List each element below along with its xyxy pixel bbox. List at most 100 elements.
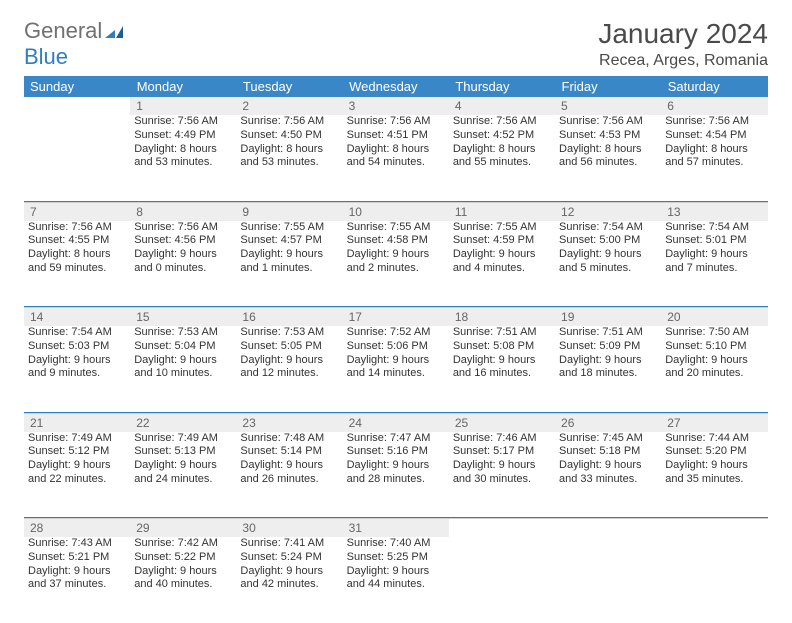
daylight-line: Daylight: 9 hours — [665, 354, 763, 368]
sunset-line: Sunset: 4:54 PM — [665, 129, 763, 143]
day-cell: Sunrise: 7:43 AMSunset: 5:21 PMDaylight:… — [24, 537, 130, 623]
day-cell: Sunrise: 7:40 AMSunset: 5:25 PMDaylight:… — [343, 537, 449, 623]
sunset-line: Sunset: 5:22 PM — [134, 551, 232, 565]
daylight-line: Daylight: 8 hours — [240, 143, 338, 157]
daylight-line: Daylight: 9 hours — [28, 459, 126, 473]
day-number — [555, 519, 661, 538]
daylight-line: Daylight: 8 hours — [453, 143, 551, 157]
sunrise-line: Sunrise: 7:54 AM — [28, 326, 126, 340]
day-cell: Sunrise: 7:44 AMSunset: 5:20 PMDaylight:… — [661, 432, 767, 518]
sunrise-line: Sunrise: 7:45 AM — [559, 432, 657, 446]
day-cell: Sunrise: 7:48 AMSunset: 5:14 PMDaylight:… — [236, 432, 342, 518]
daylight-line: Daylight: 9 hours — [134, 354, 232, 368]
daylight-line: Daylight: 9 hours — [453, 354, 551, 368]
logo-text-block: General Blue — [24, 18, 123, 70]
daylight-line: Daylight: 9 hours — [240, 248, 338, 262]
daylight-line-2: and 57 minutes. — [665, 156, 763, 170]
daynum-row: 14151617181920 — [24, 308, 768, 327]
daylight-line: Daylight: 9 hours — [347, 459, 445, 473]
sunrise-line: Sunrise: 7:48 AM — [240, 432, 338, 446]
daylight-line-2: and 28 minutes. — [347, 473, 445, 487]
sunrise-line: Sunrise: 7:55 AM — [240, 221, 338, 235]
sunset-line: Sunset: 5:12 PM — [28, 445, 126, 459]
weekday-header: Saturday — [661, 76, 767, 97]
sunrise-line: Sunrise: 7:56 AM — [240, 115, 338, 129]
day-number: 9 — [236, 202, 342, 221]
daylight-line-2: and 18 minutes. — [559, 367, 657, 381]
sunset-line: Sunset: 4:56 PM — [134, 234, 232, 248]
week-row: Sunrise: 7:56 AMSunset: 4:49 PMDaylight:… — [24, 115, 768, 201]
sunset-line: Sunset: 5:03 PM — [28, 340, 126, 354]
day-number: 23 — [236, 413, 342, 432]
daylight-line: Daylight: 9 hours — [559, 459, 657, 473]
daynum-row: 28293031 — [24, 519, 768, 538]
weekday-header: Sunday — [24, 76, 130, 97]
sunrise-line: Sunrise: 7:42 AM — [134, 537, 232, 551]
day-cell: Sunrise: 7:46 AMSunset: 5:17 PMDaylight:… — [449, 432, 555, 518]
daylight-line: Daylight: 9 hours — [665, 459, 763, 473]
day-number: 6 — [661, 97, 767, 115]
daylight-line: Daylight: 9 hours — [347, 565, 445, 579]
day-cell: Sunrise: 7:55 AMSunset: 4:58 PMDaylight:… — [343, 221, 449, 307]
day-number: 20 — [661, 308, 767, 327]
daylight-line-2: and 54 minutes. — [347, 156, 445, 170]
logo-word2: Blue — [24, 44, 68, 69]
day-cell — [24, 115, 130, 201]
daylight-line-2: and 33 minutes. — [559, 473, 657, 487]
daylight-line-2: and 59 minutes. — [28, 262, 126, 276]
sunrise-line: Sunrise: 7:47 AM — [347, 432, 445, 446]
day-number: 8 — [130, 202, 236, 221]
daylight-line-2: and 7 minutes. — [665, 262, 763, 276]
daylight-line: Daylight: 9 hours — [665, 248, 763, 262]
daylight-line-2: and 0 minutes. — [134, 262, 232, 276]
day-cell — [555, 537, 661, 623]
sunrise-line: Sunrise: 7:40 AM — [347, 537, 445, 551]
title-block: January 2024 Recea, Arges, Romania — [598, 18, 768, 70]
sunrise-line: Sunrise: 7:56 AM — [134, 115, 232, 129]
sunrise-line: Sunrise: 7:56 AM — [453, 115, 551, 129]
sunrise-line: Sunrise: 7:43 AM — [28, 537, 126, 551]
week-row: Sunrise: 7:54 AMSunset: 5:03 PM Daylight:… — [24, 326, 768, 412]
sunset-line: Sunset: 5:10 PM — [665, 340, 763, 354]
weekday-header: Wednesday — [343, 76, 449, 97]
sunrise-line: Sunrise: 7:49 AM — [134, 432, 232, 446]
day-cell: Sunrise: 7:42 AMSunset: 5:22 PMDaylight:… — [130, 537, 236, 623]
sunset-line: Sunset: 5:05 PM — [240, 340, 338, 354]
sunset-line: Sunset: 4:50 PM — [240, 129, 338, 143]
sunrise-line: Sunrise: 7:53 AM — [240, 326, 338, 340]
sunset-line: Sunset: 4:52 PM — [453, 129, 551, 143]
day-number: 28 — [24, 519, 130, 538]
sunrise-line: Sunrise: 7:51 AM — [453, 326, 551, 340]
daylight-line-2: and 55 minutes. — [453, 156, 551, 170]
day-number — [449, 519, 555, 538]
day-number: 31 — [343, 519, 449, 538]
sunset-line: Sunset: 5:09 PM — [559, 340, 657, 354]
sunrise-line: Sunrise: 7:56 AM — [665, 115, 763, 129]
daylight-line-2: and 5 minutes. — [559, 262, 657, 276]
daylight-line: Daylight: 9 hours — [240, 459, 338, 473]
day-number: 18 — [449, 308, 555, 327]
sunset-line: Sunset: 5:08 PM — [453, 340, 551, 354]
daylight-line-2: and 12 minutes. — [240, 367, 338, 381]
daylight-line: Daylight: 8 hours — [559, 143, 657, 157]
daylight-line: Daylight: 9 hours — [453, 248, 551, 262]
week-row: Sunrise: 7:49 AMSunset: 5:12 PMDaylight:… — [24, 432, 768, 518]
daylight-line-2: and 22 minutes. — [28, 473, 126, 487]
daylight-line: Daylight: 8 hours — [134, 143, 232, 157]
sunset-line: Sunset: 4:57 PM — [240, 234, 338, 248]
day-cell: Sunrise: 7:54 AMSunset: 5:00 PMDaylight:… — [555, 221, 661, 307]
day-cell: Sunrise: 7:47 AMSunset: 5:16 PMDaylight:… — [343, 432, 449, 518]
sunrise-line: Sunrise: 7:56 AM — [28, 221, 126, 235]
sunset-line: Sunset: 4:55 PM — [28, 234, 126, 248]
day-cell: Sunrise: 7:56 AMSunset: 4:52 PMDaylight:… — [449, 115, 555, 201]
daylight-line-2: and 20 minutes. — [665, 367, 763, 381]
daylight-line: Daylight: 9 hours — [453, 459, 551, 473]
sunrise-line: Sunrise: 7:41 AM — [240, 537, 338, 551]
sunset-line: Sunset: 5:18 PM — [559, 445, 657, 459]
day-cell: Sunrise: 7:56 AMSunset: 4:56 PMDaylight:… — [130, 221, 236, 307]
daylight-line-2: and 1 minutes. — [240, 262, 338, 276]
daylight-line-2: and 9 minutes. — [28, 367, 126, 381]
daylight-line: Daylight: 9 hours — [240, 565, 338, 579]
sunset-line: Sunset: 4:58 PM — [347, 234, 445, 248]
day-cell: Sunrise: 7:54 AMSunset: 5:01 PMDaylight:… — [661, 221, 767, 307]
